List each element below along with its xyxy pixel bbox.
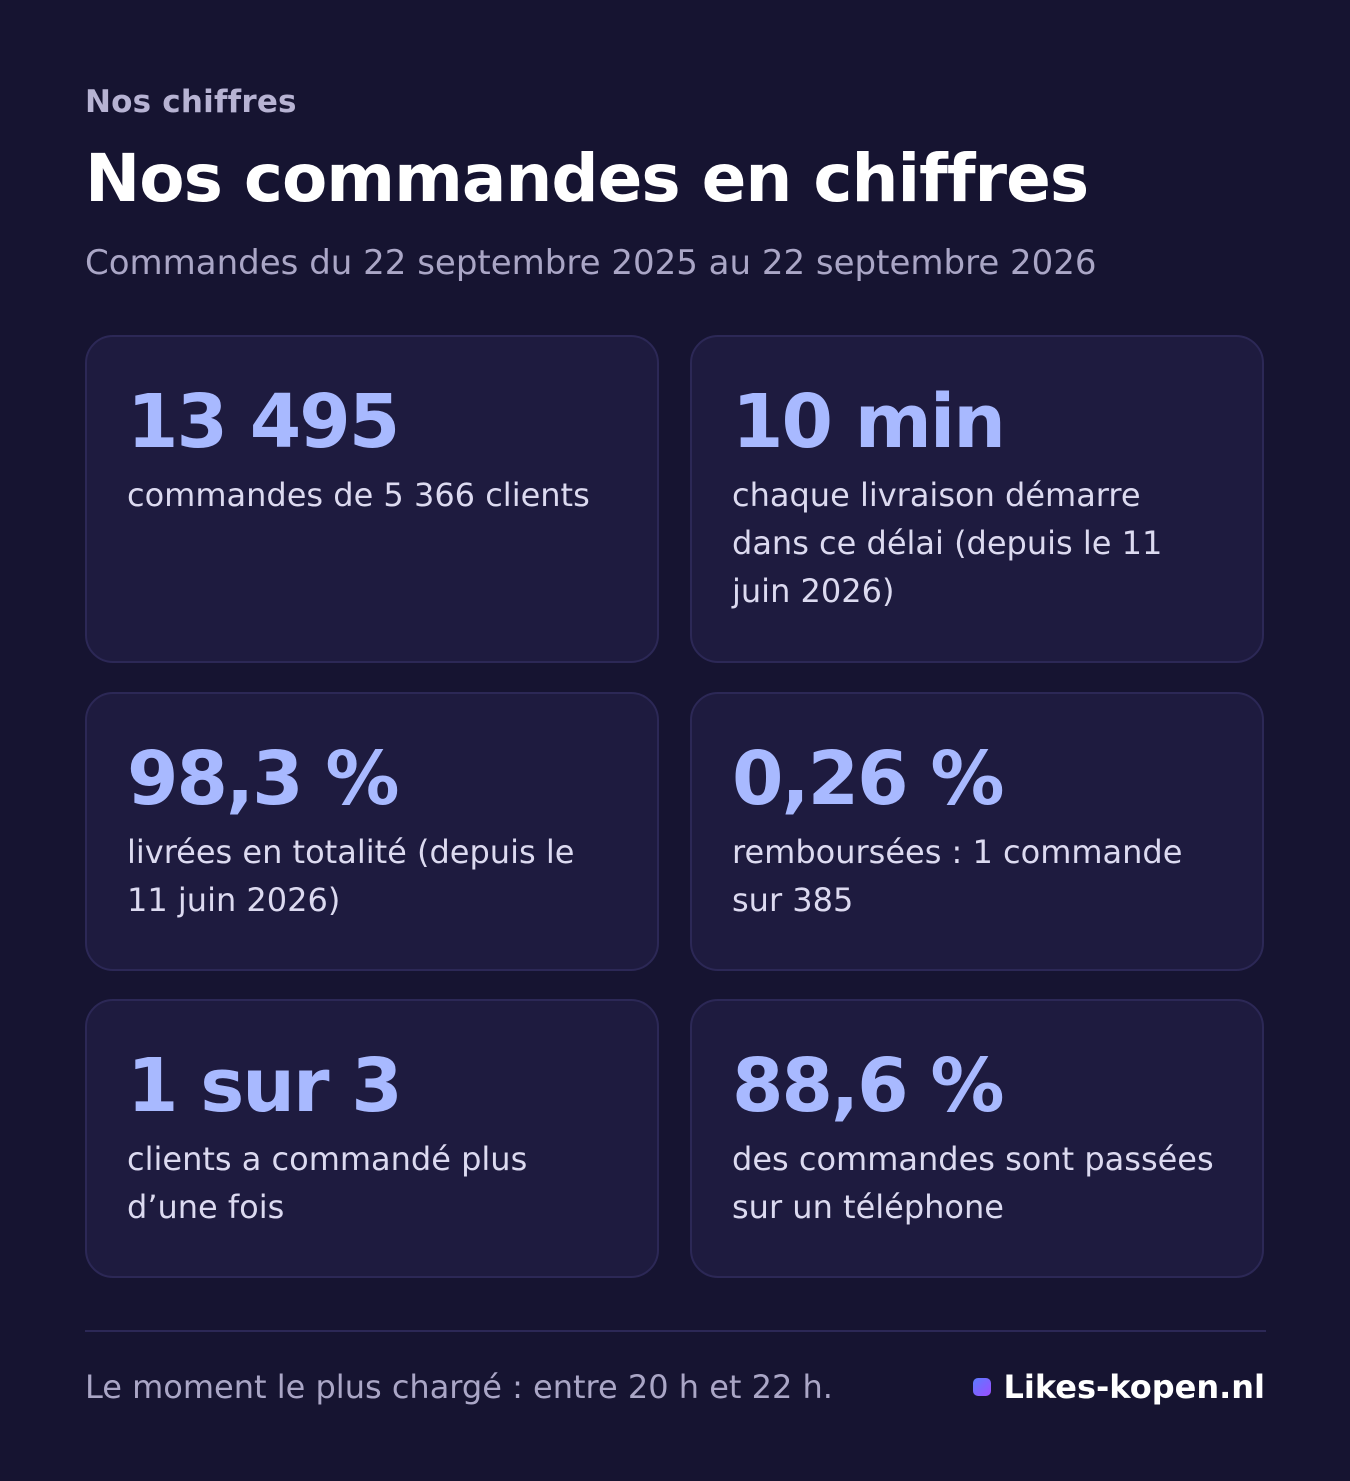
brand: Likes-kopen.nl bbox=[973, 1368, 1265, 1406]
eyebrow-label: Nos chiffres bbox=[85, 84, 297, 120]
stat-card-delivered: 98,3 % livrées en totalité (depuis le 11… bbox=[85, 692, 659, 971]
stat-label: des commandes sont passées sur un téléph… bbox=[732, 1140, 1214, 1226]
stat-card-refunds: 0,26 % remboursées : 1 commande sur 385 bbox=[690, 692, 1264, 971]
stat-value: 88,6 % bbox=[732, 1043, 1005, 1129]
brand-name: Likes-kopen.nl bbox=[1003, 1368, 1265, 1406]
stat-label: remboursées : 1 commande sur 385 bbox=[732, 833, 1183, 919]
stat-label: chaque livraison démarre dans ce délai (… bbox=[732, 476, 1163, 610]
page-subtitle: Commandes du 22 septembre 2025 au 22 sep… bbox=[85, 243, 1097, 283]
footer-note: Le moment le plus chargé : entre 20 h et… bbox=[85, 1368, 833, 1406]
stat-label: clients a commandé plus d’une fois bbox=[127, 1140, 528, 1226]
stat-value: 10 min bbox=[732, 379, 1006, 465]
stat-label: livrées en totalité (depuis le 11 juin 2… bbox=[127, 833, 575, 919]
stat-value: 13 495 bbox=[127, 379, 400, 465]
stat-label: commandes de 5 366 clients bbox=[127, 476, 590, 514]
stat-card-repeat-customers: 1 sur 3 clients a commandé plus d’une fo… bbox=[85, 999, 659, 1278]
stat-card-orders: 13 495 commandes de 5 366 clients bbox=[85, 335, 659, 663]
stat-value: 1 sur 3 bbox=[127, 1043, 403, 1129]
footer-divider bbox=[85, 1330, 1266, 1332]
stat-value: 98,3 % bbox=[127, 736, 400, 822]
page-title: Nos commandes en chiffres bbox=[85, 140, 1089, 217]
stat-card-mobile-orders: 88,6 % des commandes sont passées sur un… bbox=[690, 999, 1264, 1278]
square-logo-icon bbox=[973, 1378, 992, 1396]
stat-value: 0,26 % bbox=[732, 736, 1005, 822]
stat-card-delivery-time: 10 min chaque livraison démarre dans ce … bbox=[690, 335, 1264, 663]
